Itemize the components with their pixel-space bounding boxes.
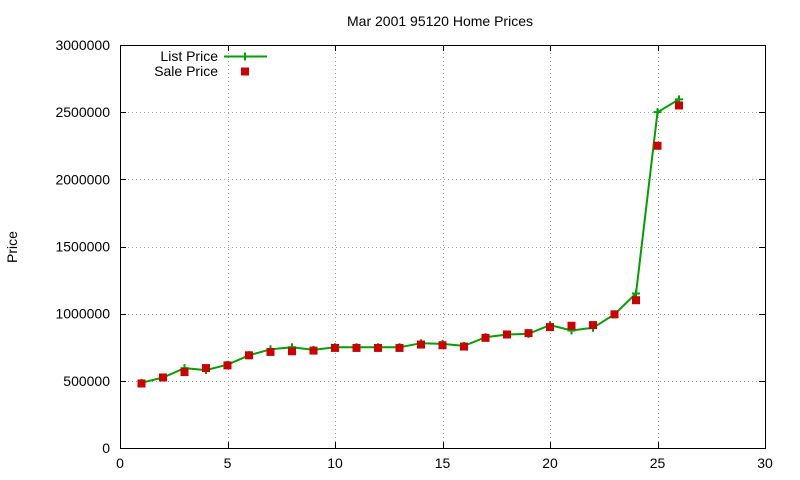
list-price-marker [632,289,640,298]
sale-price-marker [223,361,232,370]
y-tick-label: 2500000 [55,104,110,120]
x-tick-label: 10 [327,455,343,471]
sale-price-marker [137,379,146,388]
sale-price-marker [460,342,468,351]
x-tick-label: 25 [650,455,666,471]
x-tick-label: 0 [116,455,124,471]
sale-price-marker [352,343,361,352]
sale-price-marker [610,310,619,319]
sale-price-marker [589,321,597,330]
list-price-marker [653,108,662,117]
sale-price-marker [395,343,404,352]
sale-price-marker [417,340,425,349]
sale-price-marker [331,343,339,352]
y-tick-label: 1500000 [55,239,110,255]
sale-price-marker [288,347,296,356]
y-tick-label: 1000000 [55,306,110,322]
sale-price-marker [675,101,683,110]
x-tick-label: 5 [224,455,232,471]
y-axis-label: Price [4,231,20,263]
y-tick-label: 3000000 [55,37,110,53]
y-tick-label: 2000000 [55,171,110,187]
legend: List Price Sale Price [154,48,267,79]
sale-price-marker [546,323,554,332]
legend-label-list-price: List Price [160,48,218,64]
chart-title: Mar 2001 95120 Home Prices [347,13,533,29]
sale-price-marker [653,141,662,150]
sale-price-marker [202,364,210,373]
y-tick-label: 500000 [63,373,110,389]
sale-price-marker [374,343,382,352]
series [137,95,683,388]
y-tick-label: 0 [102,440,110,456]
axis-ticks: 0 500000 1000000 1500000 2000000 2500000 30000… [55,37,773,471]
sale-price-marker [632,296,640,305]
sale-price-marker [438,341,447,350]
x-tick-label: 20 [542,455,558,471]
legend-label-sale-price: Sale Price [154,63,218,79]
sale-price-marker [524,329,533,338]
sale-price-marker [245,351,253,360]
sale-price-marker [180,368,189,377]
sale-price-marker [159,373,167,382]
legend-marker-list-price [241,52,249,61]
sale-price-marker [503,330,511,339]
sale-price-marker [309,346,318,355]
x-tick-label: 15 [435,455,451,471]
x-tick-label: 30 [757,455,773,471]
sale-price-marker [481,333,490,342]
legend-marker-sale-price [241,67,249,76]
sale-price-marker [266,347,275,356]
list-price-line [141,98,680,384]
sale-price-marker [567,321,576,330]
